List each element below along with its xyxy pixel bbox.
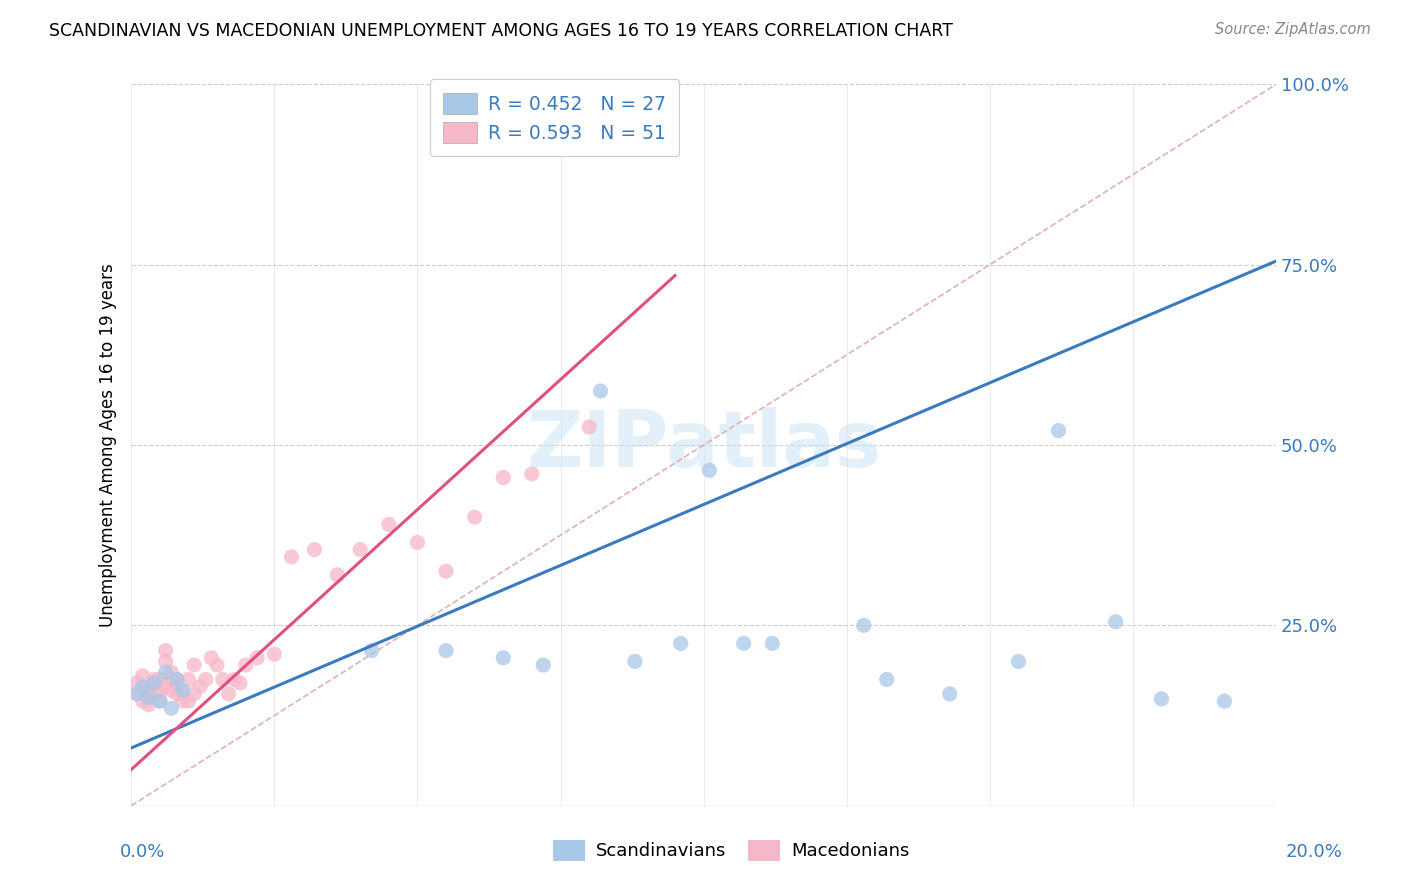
Point	[172, 694, 194, 708]
Point	[761, 636, 783, 650]
Point	[1007, 654, 1029, 668]
Point	[149, 694, 172, 708]
Point	[360, 643, 382, 657]
Text: 20.0%: 20.0%	[1286, 843, 1343, 861]
Point	[1105, 615, 1128, 629]
Text: ZIPatlas: ZIPatlas	[526, 407, 882, 483]
Point	[578, 420, 600, 434]
Point	[492, 470, 515, 484]
Point	[211, 673, 233, 687]
Point	[304, 542, 326, 557]
Point	[138, 683, 160, 698]
Point	[229, 676, 252, 690]
Text: SCANDINAVIAN VS MACEDONIAN UNEMPLOYMENT AMONG AGES 16 TO 19 YEARS CORRELATION CH: SCANDINAVIAN VS MACEDONIAN UNEMPLOYMENT …	[49, 22, 953, 40]
Y-axis label: Unemployment Among Ages 16 to 19 years: Unemployment Among Ages 16 to 19 years	[100, 263, 117, 627]
Point	[131, 680, 153, 694]
Point	[177, 694, 200, 708]
Point	[125, 687, 148, 701]
Point	[852, 618, 875, 632]
Point	[699, 463, 721, 477]
Point	[624, 654, 647, 668]
Point	[218, 687, 240, 701]
Point	[246, 650, 269, 665]
Point	[235, 658, 257, 673]
Legend: R = 0.452   N = 27, R = 0.593   N = 51: R = 0.452 N = 27, R = 0.593 N = 51	[430, 79, 679, 156]
Point	[155, 654, 177, 668]
Point	[326, 567, 349, 582]
Point	[194, 673, 217, 687]
Point	[589, 384, 612, 398]
Point	[160, 683, 183, 698]
Point	[200, 650, 222, 665]
Point	[166, 687, 188, 701]
Point	[1047, 424, 1070, 438]
Point	[138, 690, 160, 705]
Point	[876, 673, 898, 687]
Point	[155, 680, 177, 694]
Point	[143, 673, 166, 687]
Point	[138, 690, 160, 705]
Legend: Scandinavians, Macedonians: Scandinavians, Macedonians	[544, 830, 918, 870]
Point	[172, 683, 194, 698]
Point	[406, 535, 429, 549]
Point	[125, 676, 148, 690]
Point	[669, 636, 692, 650]
Point	[1150, 692, 1173, 706]
Point	[188, 680, 211, 694]
Point	[172, 687, 194, 701]
Point	[131, 680, 153, 694]
Point	[1213, 694, 1236, 708]
Point	[160, 701, 183, 715]
Point	[131, 694, 153, 708]
Point	[143, 676, 166, 690]
Point	[520, 467, 543, 481]
Point	[434, 564, 457, 578]
Point	[378, 517, 401, 532]
Point	[263, 647, 285, 661]
Point	[166, 673, 188, 687]
Point	[531, 658, 554, 673]
Point	[280, 549, 302, 564]
Point	[166, 673, 188, 687]
Point	[160, 665, 183, 680]
Point	[149, 694, 172, 708]
Point	[160, 673, 183, 687]
Point	[155, 665, 177, 680]
Point	[733, 636, 755, 650]
Point	[143, 687, 166, 701]
Point	[149, 683, 172, 698]
Point	[938, 687, 960, 701]
Point	[464, 510, 486, 524]
Point	[224, 673, 246, 687]
Point	[125, 687, 148, 701]
Point	[131, 669, 153, 683]
Point	[492, 650, 515, 665]
Point	[155, 643, 177, 657]
Point	[143, 676, 166, 690]
Point	[183, 658, 205, 673]
Point	[177, 673, 200, 687]
Point	[138, 698, 160, 712]
Text: Source: ZipAtlas.com: Source: ZipAtlas.com	[1215, 22, 1371, 37]
Point	[149, 673, 172, 687]
Point	[349, 542, 371, 557]
Point	[166, 680, 188, 694]
Point	[434, 643, 457, 657]
Text: 0.0%: 0.0%	[120, 843, 165, 861]
Point	[205, 658, 228, 673]
Point	[183, 687, 205, 701]
